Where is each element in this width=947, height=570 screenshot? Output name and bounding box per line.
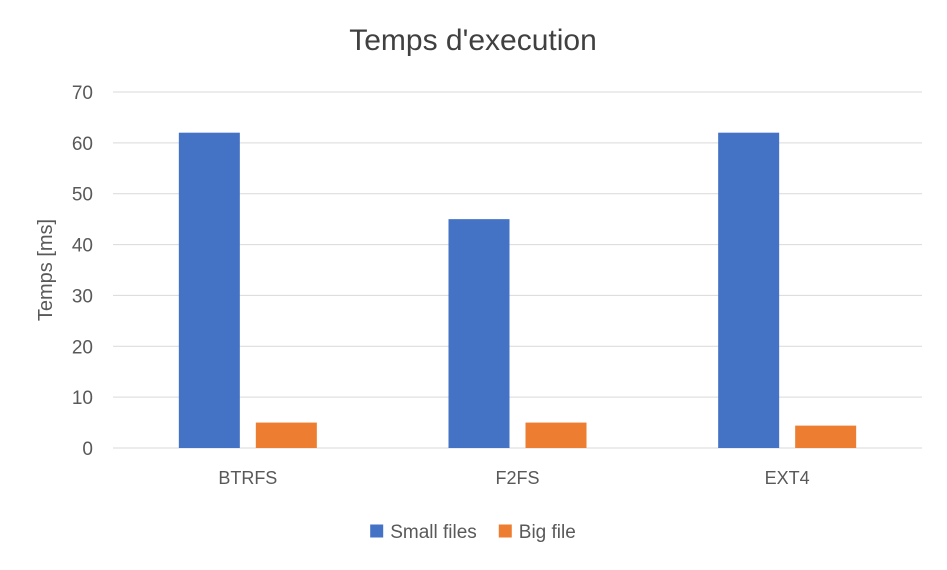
y-axis-ticks: 0 10 20 30 40 50 60 70: [72, 83, 93, 460]
bar-big-file-btrfs: [255, 422, 317, 448]
bar-small-files-btrfs: [178, 132, 240, 448]
legend-label: Small files: [390, 522, 477, 543]
bar-big-file-ext4: [795, 425, 857, 448]
legend-item-small-files: Small files: [370, 522, 477, 543]
legend-item-big-file: Big file: [498, 522, 576, 543]
x-tick-label: EXT4: [765, 468, 810, 488]
y-tick-label: 20: [72, 337, 93, 358]
bar-small-files-f2fs: [448, 219, 510, 448]
x-tick-label: F2FS: [495, 468, 539, 488]
y-axis-label: Temps [ms]: [35, 219, 57, 321]
gridlines: [113, 91, 922, 449]
legend-swatch: [370, 524, 384, 538]
legend-swatch: [498, 524, 512, 538]
bars: [178, 132, 857, 448]
legend: Small files Big file: [370, 522, 576, 543]
y-tick-label: 60: [72, 134, 93, 155]
bar-big-file-f2fs: [525, 422, 587, 448]
y-tick-label: 40: [72, 236, 93, 257]
bar-small-files-ext4: [718, 132, 780, 448]
y-tick-label: 50: [72, 185, 93, 206]
y-tick-label: 70: [72, 83, 93, 104]
y-tick-label: 0: [82, 439, 93, 460]
chart-title: Temps d'execution: [349, 24, 597, 57]
y-tick-label: 30: [72, 286, 93, 307]
y-tick-label: 10: [72, 388, 93, 409]
x-tick-label: BTRFS: [218, 468, 277, 488]
legend-label: Big file: [519, 522, 576, 543]
x-axis-ticks: BTRFS F2FS EXT4: [218, 468, 809, 488]
